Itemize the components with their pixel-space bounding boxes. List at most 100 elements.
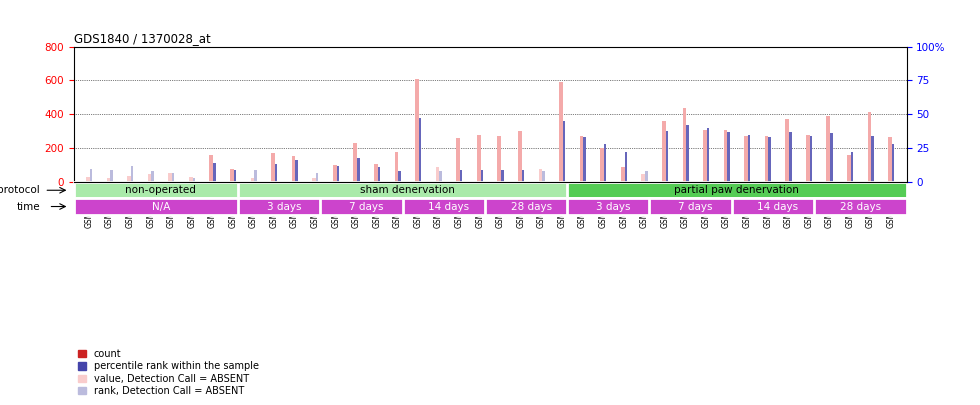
Bar: [521, 170, 524, 182]
Bar: [567, 198, 660, 215]
Text: 3 days: 3 days: [268, 202, 302, 211]
Text: sham denervation: sham denervation: [361, 185, 455, 195]
Bar: [480, 170, 483, 182]
Bar: [518, 131, 521, 182]
Bar: [600, 148, 604, 182]
Bar: [233, 170, 236, 182]
Text: N/A: N/A: [152, 202, 171, 211]
Bar: [580, 136, 583, 182]
Bar: [744, 136, 748, 182]
Bar: [336, 166, 339, 182]
Bar: [789, 132, 792, 182]
Bar: [567, 182, 906, 198]
Bar: [826, 116, 830, 182]
Bar: [193, 178, 195, 182]
Bar: [214, 163, 216, 182]
Bar: [395, 152, 398, 182]
Bar: [313, 178, 316, 182]
Bar: [498, 136, 501, 182]
Bar: [641, 174, 645, 182]
Bar: [665, 130, 668, 182]
Text: 28 days: 28 days: [840, 202, 881, 211]
Bar: [460, 170, 463, 182]
Bar: [418, 118, 421, 182]
Bar: [645, 171, 648, 182]
Bar: [501, 170, 504, 182]
Bar: [152, 171, 154, 182]
Bar: [169, 173, 172, 182]
Bar: [295, 160, 298, 182]
Bar: [292, 156, 295, 182]
Bar: [809, 136, 812, 182]
Bar: [707, 128, 710, 182]
Bar: [333, 165, 336, 182]
Bar: [439, 171, 442, 182]
Bar: [436, 167, 439, 182]
Bar: [189, 177, 193, 182]
Bar: [806, 135, 809, 182]
Text: 14 days: 14 days: [758, 202, 799, 211]
Bar: [814, 198, 907, 215]
Bar: [374, 164, 377, 182]
Bar: [230, 168, 233, 182]
Bar: [682, 108, 686, 182]
Text: 7 days: 7 days: [349, 202, 384, 211]
Bar: [624, 152, 627, 182]
Bar: [377, 167, 380, 182]
Bar: [316, 173, 318, 182]
Bar: [172, 173, 174, 182]
Text: 7 days: 7 days: [678, 202, 712, 211]
Bar: [847, 155, 851, 182]
Bar: [727, 132, 730, 182]
Text: 3 days: 3 days: [596, 202, 631, 211]
Bar: [403, 198, 495, 215]
Text: 28 days: 28 days: [511, 202, 552, 211]
Bar: [723, 130, 727, 182]
Bar: [107, 178, 111, 182]
Bar: [74, 198, 248, 215]
Bar: [210, 155, 214, 182]
Bar: [539, 168, 542, 182]
Text: 14 days: 14 days: [428, 202, 469, 211]
Bar: [871, 136, 874, 182]
Bar: [271, 153, 274, 182]
Bar: [86, 177, 90, 182]
Bar: [583, 137, 586, 182]
Bar: [867, 112, 871, 182]
Bar: [274, 164, 277, 182]
Bar: [563, 121, 565, 182]
Bar: [90, 168, 92, 182]
Bar: [892, 144, 895, 182]
Bar: [477, 135, 480, 182]
Bar: [457, 138, 460, 182]
Bar: [111, 170, 113, 182]
Bar: [148, 175, 152, 182]
Text: non-operated: non-operated: [125, 185, 196, 195]
Bar: [620, 167, 624, 182]
Bar: [662, 121, 665, 182]
Bar: [830, 133, 833, 182]
Bar: [238, 182, 577, 198]
Bar: [416, 79, 418, 182]
Bar: [254, 170, 257, 182]
Bar: [686, 125, 689, 182]
Bar: [560, 82, 563, 182]
Bar: [357, 158, 360, 182]
Text: partial paw denervation: partial paw denervation: [674, 185, 800, 195]
Text: GDS1840 / 1370028_at: GDS1840 / 1370028_at: [74, 32, 211, 45]
Bar: [785, 119, 789, 182]
Bar: [542, 171, 545, 182]
Bar: [748, 135, 751, 182]
Bar: [650, 198, 742, 215]
Text: time: time: [17, 202, 40, 211]
Bar: [131, 166, 133, 182]
Bar: [764, 136, 768, 182]
Legend: count, percentile rank within the sample, value, Detection Call = ABSENT, rank, : count, percentile rank within the sample…: [78, 349, 259, 396]
Bar: [354, 143, 357, 182]
Bar: [74, 182, 248, 198]
Bar: [485, 198, 577, 215]
Bar: [703, 130, 707, 182]
Bar: [604, 144, 607, 182]
Bar: [732, 198, 824, 215]
Bar: [888, 137, 892, 182]
